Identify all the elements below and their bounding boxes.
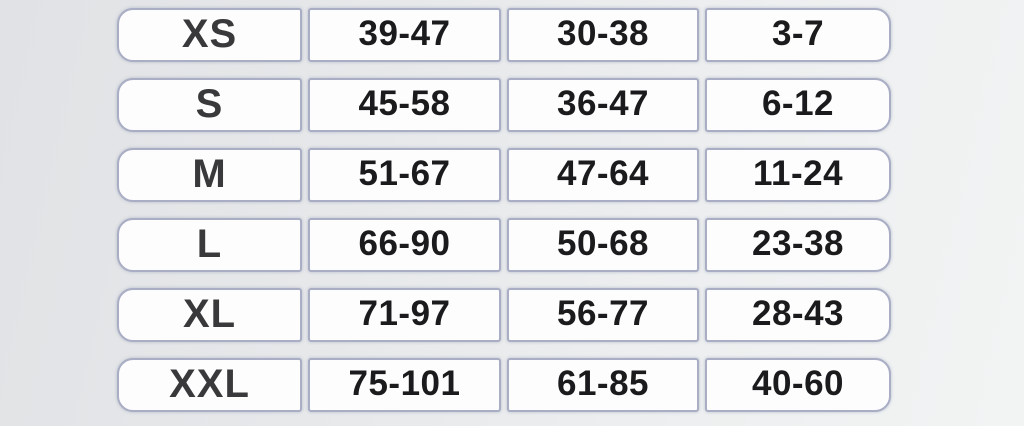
range-cell: 45-58 bbox=[308, 78, 501, 132]
range-cell: 23-38 bbox=[705, 218, 891, 272]
size-label-cell: L bbox=[117, 218, 302, 272]
size-chart-row-xs: XS 39-47 30-38 3-7 bbox=[117, 8, 897, 62]
size-chart-row-xl: XL 71-97 56-77 28-43 bbox=[117, 288, 897, 342]
size-label-cell: M bbox=[117, 148, 302, 202]
range-cell: 3-7 bbox=[705, 8, 891, 62]
size-chart-row-s: S 45-58 36-47 6-12 bbox=[117, 78, 897, 132]
size-chart-row-m: M 51-67 47-64 11-24 bbox=[117, 148, 897, 202]
range-cell: 56-77 bbox=[507, 288, 699, 342]
range-cell: 28-43 bbox=[705, 288, 891, 342]
size-label-cell: XL bbox=[117, 288, 302, 342]
range-cell: 71-97 bbox=[308, 288, 501, 342]
size-label-cell: XS bbox=[117, 8, 302, 62]
range-cell: 66-90 bbox=[308, 218, 501, 272]
range-cell: 30-38 bbox=[507, 8, 699, 62]
range-cell: 50-68 bbox=[507, 218, 699, 272]
range-cell: 40-60 bbox=[705, 358, 891, 412]
range-cell: 51-67 bbox=[308, 148, 501, 202]
range-cell: 36-47 bbox=[507, 78, 699, 132]
range-cell: 39-47 bbox=[308, 8, 501, 62]
range-cell: 61-85 bbox=[507, 358, 699, 412]
size-chart-row-l: L 66-90 50-68 23-38 bbox=[117, 218, 897, 272]
size-chart-table: XS 39-47 30-38 3-7 S 45-58 36-47 6-12 M … bbox=[117, 8, 897, 412]
range-cell: 47-64 bbox=[507, 148, 699, 202]
range-cell: 75-101 bbox=[308, 358, 501, 412]
size-label-cell: XXL bbox=[117, 358, 302, 412]
size-label-cell: S bbox=[117, 78, 302, 132]
size-chart-row-xxl: XXL 75-101 61-85 40-60 bbox=[117, 358, 897, 412]
range-cell: 11-24 bbox=[705, 148, 891, 202]
range-cell: 6-12 bbox=[705, 78, 891, 132]
